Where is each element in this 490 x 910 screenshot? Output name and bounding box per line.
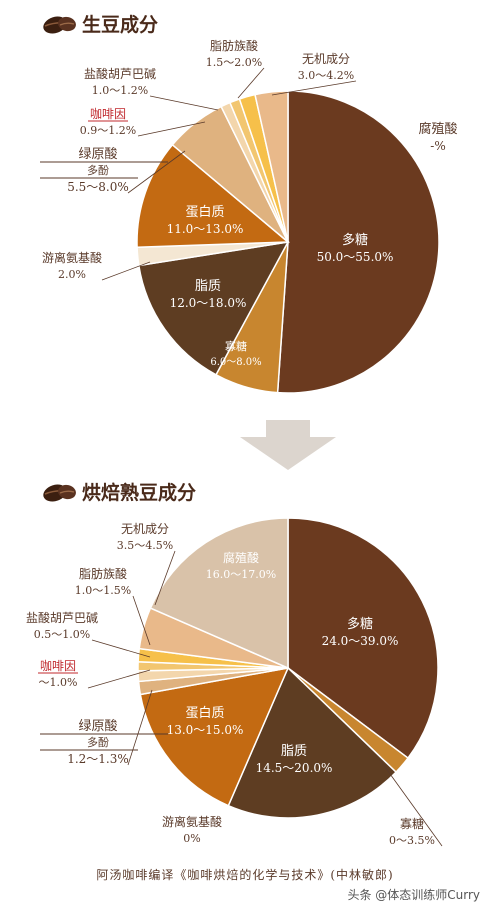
slice-name: 寡糖 bbox=[225, 339, 247, 353]
slice-label-0: 多糖 24.0～39.0% bbox=[322, 616, 399, 648]
leader-line bbox=[127, 150, 186, 194]
slice-label-7: 盐酸胡芦巴碱 1.0～1.2% bbox=[84, 66, 219, 111]
slice-label-3: 游离氨基酸 2.0% bbox=[42, 250, 151, 281]
slice-label-2: 脂质 12.0～18.0% bbox=[170, 279, 247, 310]
slice-name: 腐殖酸 bbox=[418, 121, 457, 137]
leader-line bbox=[154, 550, 176, 606]
slice-value: 5.5～8.0% bbox=[67, 180, 129, 194]
slice-value: 13.0～15.0% bbox=[167, 723, 244, 737]
pie-slice-0 bbox=[287, 517, 439, 760]
slice-label-6: 咖啡因 ～1.0% bbox=[38, 658, 151, 689]
leader-line bbox=[132, 595, 151, 646]
slice-label-9: 无机成分 3.0～4.2% bbox=[271, 52, 357, 96]
slice-value: 1.0～1.2% bbox=[92, 84, 148, 97]
slice-label-0: 多糖 50.0～55.0% bbox=[317, 232, 394, 264]
pie-slice-4 bbox=[139, 667, 290, 807]
slice-value: 0.5～1.0% bbox=[34, 628, 90, 641]
slice-value: -% bbox=[430, 139, 445, 153]
slice-name: 无机成分 bbox=[121, 522, 169, 536]
slice-label-8: 脂肪族酸 1.0～1.5% bbox=[75, 566, 151, 646]
pie-slice-2 bbox=[137, 241, 290, 376]
roasted-section-title: 烘焙熟豆成分 bbox=[82, 482, 197, 504]
leader-line bbox=[87, 669, 151, 689]
slice-value: 0% bbox=[183, 832, 200, 845]
slice-value: 1.5～2.0% bbox=[206, 56, 262, 69]
slice-name: 脂肪族酸 bbox=[79, 566, 127, 581]
slice-label-1: 寡糖 0～3.5% bbox=[379, 759, 443, 847]
slice-name: 脂质 bbox=[281, 744, 307, 759]
slice-name: 脂肪族酸 bbox=[210, 38, 258, 53]
slice-value: 3.5～4.5% bbox=[117, 539, 173, 552]
leader-line bbox=[379, 759, 443, 847]
slice-label-2: 脂质 14.5～20.0% bbox=[256, 744, 333, 775]
slice-label-4: 蛋白质 13.0～15.0% bbox=[167, 705, 244, 737]
pie-slice-10 bbox=[149, 517, 289, 670]
slice-name: 多糖 bbox=[342, 232, 368, 248]
pie-slices bbox=[137, 517, 439, 819]
slice-value: 0.9～1.2% bbox=[80, 124, 136, 137]
leader-line bbox=[101, 261, 151, 281]
slice-name: 游离氨基酸 bbox=[42, 250, 102, 265]
watermark: 头条 @体态训练师Curry bbox=[347, 888, 480, 902]
leader-line bbox=[237, 67, 265, 99]
slice-value: 11.0～13.0% bbox=[167, 222, 244, 236]
slice-value: 1.2～1.3% bbox=[67, 752, 129, 766]
slice-value: 14.5～20.0% bbox=[256, 761, 333, 775]
slice-name: 盐酸胡芦巴碱 bbox=[84, 66, 156, 81]
slice-value: 3.0～4.2% bbox=[298, 69, 354, 82]
slice-value: 24.0～39.0% bbox=[322, 634, 399, 648]
slice-name: 无机成分 bbox=[302, 52, 350, 66]
slice-name: 咖啡因 bbox=[90, 106, 126, 121]
coffee-bean-icon bbox=[43, 16, 76, 34]
leader-line bbox=[127, 689, 153, 766]
slice-name: 游离氨基酸 bbox=[162, 814, 222, 829]
slice-name: 寡糖 bbox=[400, 816, 424, 831]
pie-slice-4 bbox=[136, 143, 290, 248]
pie-slice-2 bbox=[227, 666, 398, 819]
slice-label-7: 盐酸胡芦巴碱 0.5～1.0% bbox=[26, 610, 151, 658]
slice-name: 绿原酸 bbox=[78, 719, 117, 734]
slice-label-10: 腐殖酸 16.0～17.0% bbox=[206, 550, 276, 581]
slice-subname: 多酚 bbox=[87, 163, 109, 177]
coffee-bean-icon bbox=[43, 484, 76, 502]
slice-value: 0～3.5% bbox=[389, 834, 435, 847]
leader-line bbox=[149, 95, 219, 111]
raw-section-title: 生豆成分 bbox=[82, 14, 159, 36]
slice-name: 多糖 bbox=[347, 616, 373, 632]
slice-value: 12.0～18.0% bbox=[170, 296, 247, 310]
slice-name: 盐酸胡芦巴碱 bbox=[26, 610, 98, 625]
slice-subname: 多酚 bbox=[87, 735, 109, 749]
pie-slice-0 bbox=[276, 90, 440, 394]
slice-label-8: 脂肪族酸 1.5～2.0% bbox=[206, 38, 265, 99]
source-citation: 阿汤咖啡编译《咖啡烘焙的化学与技术》(中林敏郎) bbox=[96, 868, 394, 882]
slice-name: 蛋白质 bbox=[185, 705, 224, 721]
slice-label-4: 蛋白质 11.0～13.0% bbox=[167, 204, 244, 236]
pie-slice-9 bbox=[254, 90, 289, 243]
slice-name: 腐殖酸 bbox=[223, 550, 259, 565]
leader-line bbox=[91, 639, 151, 658]
slice-value: 50.0～55.0% bbox=[317, 250, 394, 264]
slice-label-1: 寡糖 6.0～8.0% bbox=[210, 339, 261, 368]
slice-label-10: 腐殖酸 -% bbox=[418, 121, 457, 153]
slice-name: 绿原酸 bbox=[78, 147, 117, 162]
slice-name: 咖啡因 bbox=[40, 658, 76, 673]
slice-value: 6.0～8.0% bbox=[210, 357, 261, 368]
slice-label-3: 游离氨基酸 0% bbox=[162, 814, 222, 845]
slice-label-9: 无机成分 3.5～4.5% bbox=[117, 522, 176, 606]
slice-value: 1.0～1.5% bbox=[75, 584, 131, 597]
slice-value: ～1.0% bbox=[39, 676, 78, 689]
slice-label-6: 咖啡因 0.9～1.2% bbox=[80, 106, 206, 137]
pie-slices bbox=[136, 90, 440, 394]
leader-line bbox=[271, 80, 357, 96]
slice-value: 2.0% bbox=[58, 268, 86, 281]
slice-value: 16.0～17.0% bbox=[206, 568, 276, 581]
slice-name: 蛋白质 bbox=[185, 204, 224, 220]
slice-name: 脂质 bbox=[195, 279, 221, 294]
leader-line bbox=[137, 121, 206, 137]
